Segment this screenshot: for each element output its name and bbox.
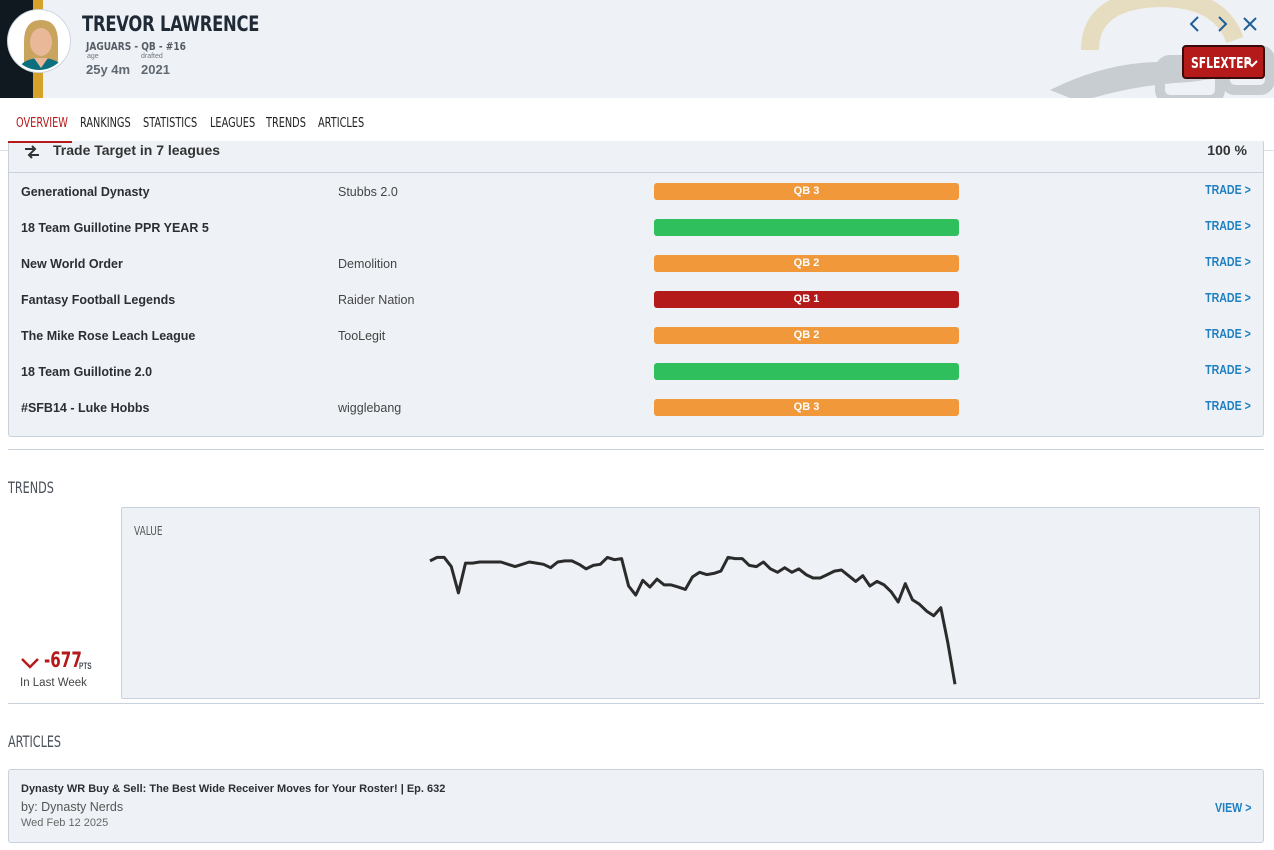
league-row: Fantasy Football Legends Raider Nation Q… (9, 283, 1263, 319)
trade-link[interactable]: TRADE > (1205, 219, 1251, 233)
chart-title: VALUE (134, 524, 163, 538)
position-rank-badge: QB 3 (654, 399, 959, 416)
player-name: TREVOR LAWRENCE (82, 12, 260, 36)
league-name: Generational Dynasty (21, 185, 150, 199)
previous-player-button[interactable] (1185, 14, 1205, 34)
trade-target-panel: Trade Target in 7 leagues 100 % Generati… (8, 140, 1264, 437)
active-tab-indicator (8, 141, 72, 143)
position-rank-badge (654, 219, 959, 236)
league-row: #SFB14 - Luke Hobbs wigglebang QB 3 TRAD… (9, 391, 1263, 427)
article-author: by: Dynasty Nerds (21, 800, 124, 814)
position-rank-badge: QB 3 (654, 183, 959, 200)
view-article-link[interactable]: VIEW > (1214, 800, 1251, 815)
articles-section-title: ARTICLES (8, 732, 62, 751)
league-row: 18 Team Guillotine 2.0 TRADE > (9, 355, 1263, 391)
league-row: New World Order Demolition QB 2 TRADE > (9, 247, 1263, 283)
team-name: Raider Nation (338, 293, 415, 307)
league-row: The Mike Rose Leach League TooLegit QB 2… (9, 319, 1263, 355)
position-rank-badge: QB 2 (654, 255, 959, 272)
trade-link[interactable]: TRADE > (1205, 327, 1251, 341)
trend-down-icon (21, 658, 39, 669)
trade-target-percent: 100 % (1207, 142, 1247, 158)
close-icon (1243, 17, 1257, 31)
trade-link[interactable]: TRADE > (1205, 183, 1251, 197)
value-line-chart (429, 555, 957, 685)
section-divider (8, 703, 1264, 704)
trend-delta-caption: In Last Week (20, 677, 87, 689)
trade-link[interactable]: TRADE > (1205, 363, 1251, 377)
article-card: Dynasty WR Buy & Sell: The Best Wide Rec… (8, 769, 1264, 843)
chevron-left-icon (1189, 16, 1199, 32)
league-name: 18 Team Guillotine PPR YEAR 5 (21, 221, 209, 235)
trend-delta-value: -677 (44, 648, 82, 672)
tab-rankings[interactable]: RANKINGS (80, 116, 131, 131)
article-title[interactable]: Dynasty WR Buy & Sell: The Best Wide Rec… (21, 783, 446, 795)
trade-link[interactable]: TRADE > (1205, 291, 1251, 305)
tab-bar-backdrop (0, 98, 1274, 141)
league-row: 18 Team Guillotine PPR YEAR 5 TRADE > (9, 211, 1263, 247)
trade-target-header: Trade Target in 7 leagues 100 % (9, 141, 1263, 173)
trade-link[interactable]: TRADE > (1205, 255, 1251, 269)
league-name: 18 Team Guillotine 2.0 (21, 365, 153, 379)
age-label: age (87, 53, 99, 60)
trade-target-title: Trade Target in 7 leagues (53, 142, 221, 158)
close-button[interactable] (1240, 14, 1260, 34)
position-rank-badge: QB 1 (654, 291, 959, 308)
team-name: Stubbs 2.0 (338, 185, 398, 199)
league-name: Fantasy Football Legends (21, 293, 176, 307)
trade-link[interactable]: TRADE > (1205, 399, 1251, 413)
age-value: 25y 4m (86, 62, 131, 77)
team-name: TooLegit (338, 329, 386, 343)
player-photo-icon (10, 12, 68, 70)
player-avatar (8, 10, 70, 72)
team-name: wigglebang (338, 401, 402, 415)
tab-leagues[interactable]: LEAGUES (210, 116, 256, 131)
value-trend-chart: VALUE (121, 507, 1260, 699)
tab-overview[interactable]: OVERVIEW (16, 116, 68, 131)
next-player-button[interactable] (1212, 14, 1232, 34)
drafted-label: drafted (141, 53, 163, 60)
team-name: Demolition (338, 257, 398, 271)
scoring-format-label: SFLEXTEP (1191, 54, 1252, 72)
position-rank-badge (654, 363, 959, 380)
chevron-down-icon (1246, 60, 1258, 68)
drafted-value: 2021 (141, 62, 170, 77)
scoring-format-dropdown[interactable]: SFLEXTEP (1182, 45, 1265, 79)
tab-trends[interactable]: TRENDS (266, 116, 306, 131)
section-divider (8, 449, 1264, 450)
tab-statistics[interactable]: STATISTICS (143, 116, 198, 131)
player-team-position: JAGUARS - QB - #16 (86, 40, 186, 53)
player-header: TREVOR LAWRENCE JAGUARS - QB - #16 age 2… (0, 0, 1274, 98)
article-date: Wed Feb 12 2025 (21, 817, 109, 829)
league-name: The Mike Rose Leach League (21, 329, 196, 343)
position-rank-badge: QB 2 (654, 327, 959, 344)
league-row: Generational Dynasty Stubbs 2.0 QB 3 TRA… (9, 175, 1263, 211)
trend-delta-unit: PTS (79, 661, 92, 671)
league-name: New World Order (21, 257, 123, 271)
chevron-right-icon (1218, 16, 1228, 32)
trends-section-title: TRENDS (8, 478, 54, 497)
trade-arrows-icon (25, 145, 39, 159)
series-line (429, 555, 957, 685)
league-name: #SFB14 - Luke Hobbs (21, 401, 150, 415)
tab-articles[interactable]: ARTICLES (318, 116, 365, 131)
